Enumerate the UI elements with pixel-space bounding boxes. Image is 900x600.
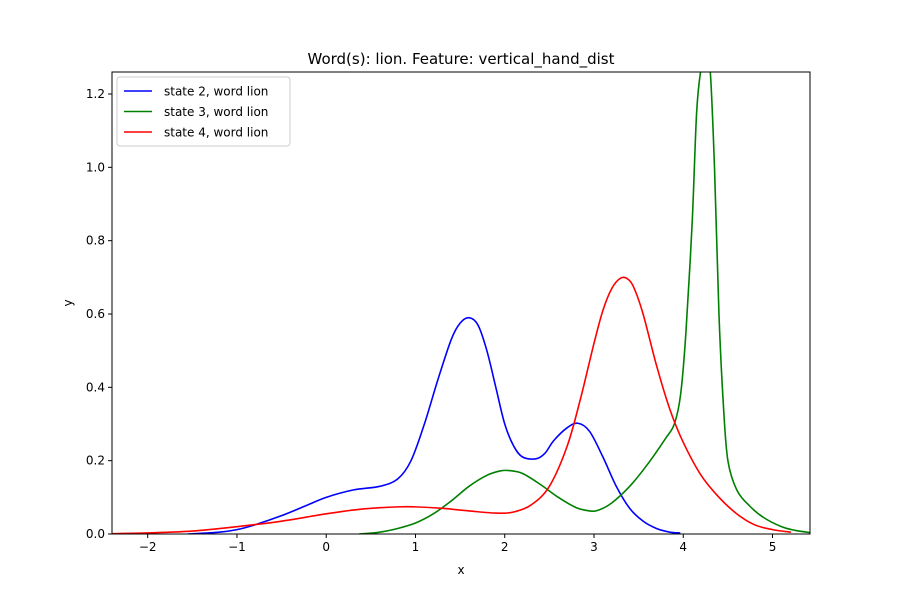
chart-title: Word(s): lion. Feature: vertical_hand_di… (308, 50, 615, 69)
series-line-state-4 (112, 276, 792, 534)
legend-label: state 4, word lion (164, 126, 268, 140)
y-tick-label: 0.8 (86, 234, 105, 248)
y-tick-label: 0.0 (86, 527, 105, 541)
x-tick-label: 4 (679, 540, 687, 554)
legend-label: state 2, word lion (164, 85, 268, 99)
series-layer (112, 72, 810, 534)
x-tick-label: 3 (590, 540, 598, 554)
x-tick-label: −1 (228, 540, 246, 554)
y-tick-label: 0.4 (86, 380, 105, 394)
y-axis: 0.0 0.2 0.4 0.6 0.8 1.0 1.2 (86, 87, 112, 541)
series-line-state-2 (187, 316, 681, 534)
y-axis-label: y (61, 299, 75, 306)
legend-label: state 3, word lion (164, 105, 268, 119)
series-line-state-3 (358, 72, 810, 534)
x-tick-label: 0 (322, 540, 330, 554)
y-tick-label: 0.2 (86, 454, 105, 468)
plot-frame (111, 71, 811, 535)
y-tick-label: 1.0 (86, 160, 105, 174)
y-tick-label: 1.2 (86, 87, 105, 101)
legend: state 2, word lion state 3, word lion stat… (116, 76, 291, 147)
y-tick-label: 0.6 (86, 307, 105, 321)
legend-box (116, 76, 291, 147)
x-tick-label: 2 (501, 540, 509, 554)
x-axis: −2 −1 0 1 2 3 4 5 (139, 534, 776, 554)
x-tick-label: 5 (769, 540, 777, 554)
x-tick-label: 1 (412, 540, 420, 554)
x-tick-label: −2 (139, 540, 157, 554)
x-axis-label: x (457, 563, 464, 577)
